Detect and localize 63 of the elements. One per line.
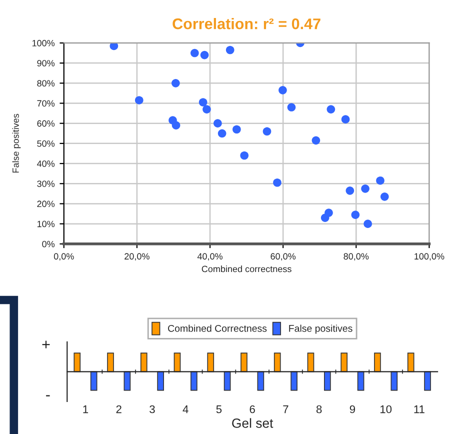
point: [202, 105, 211, 114]
x-tick-label: 4: [182, 405, 188, 414]
point: [351, 210, 360, 219]
point: [361, 184, 370, 193]
x-tick-label: 5: [216, 405, 222, 414]
point: [380, 192, 389, 201]
x-tick-label: 7: [283, 405, 288, 414]
point: [134, 96, 144, 104]
x-tick-label: 60,0%: [270, 253, 296, 261]
x-tick-label: 2: [116, 405, 122, 414]
x-tick-label: 6: [250, 405, 255, 414]
point: [172, 78, 180, 88]
y-tick-label: 20%: [37, 200, 55, 208]
point: [214, 119, 222, 128]
y-tick-label: 50%: [37, 140, 55, 147]
y-tick-label: 80%: [37, 80, 55, 87]
point: [287, 103, 296, 112]
point: [364, 220, 372, 228]
y-axis-title: False positives: [12, 114, 21, 173]
text: +: [42, 340, 50, 348]
point: [326, 105, 336, 114]
x-tick-label: 80,0%: [344, 253, 369, 261]
x-tick-label: 10: [380, 405, 392, 414]
y-tick-label: 100%: [32, 40, 55, 46]
point: [226, 46, 234, 54]
point: [376, 176, 384, 185]
x-tick-label: 3: [150, 405, 155, 414]
point: [172, 121, 180, 130]
x-axis-title: Combined correctness: [202, 266, 292, 272]
x-tick-label: 20,0%: [124, 253, 150, 261]
point: [190, 48, 199, 58]
y-tick-label: 70%: [37, 100, 55, 107]
point: [324, 208, 333, 217]
point: [312, 136, 320, 145]
point: [232, 125, 241, 134]
y-tick-label: 60%: [37, 120, 55, 127]
point: [341, 115, 350, 124]
y-tick-label: 0%: [42, 240, 55, 248]
point: [198, 98, 208, 106]
y-tick-label: 90%: [37, 60, 55, 66]
point: [262, 127, 272, 136]
x-axis-title: Gel set: [232, 418, 274, 428]
x-tick-label: 11: [414, 405, 424, 414]
legend-label: False positives: [289, 324, 352, 334]
point: [346, 186, 354, 195]
y-tick-label: 30%: [37, 180, 55, 187]
point: [200, 50, 209, 60]
legend-label: Combined Correctness: [168, 324, 267, 332]
x-tick-label: 0,0%: [54, 253, 74, 261]
text: -: [46, 395, 50, 396]
point: [273, 178, 282, 187]
chart-title: Correlation: r² = 0.47: [172, 18, 320, 30]
x-tick-label: 40,0%: [197, 253, 222, 261]
x-tick-label: 100,0%: [414, 253, 444, 261]
y-tick-label: 40%: [37, 160, 55, 167]
point: [218, 129, 226, 138]
y-tick-label: 10%: [37, 220, 55, 228]
x-tick-label: 1: [83, 405, 88, 414]
point: [240, 151, 249, 160]
x-tick-label: 8: [316, 405, 322, 414]
point: [278, 86, 287, 94]
x-tick-label: 9: [350, 405, 356, 414]
point: [110, 42, 118, 50]
